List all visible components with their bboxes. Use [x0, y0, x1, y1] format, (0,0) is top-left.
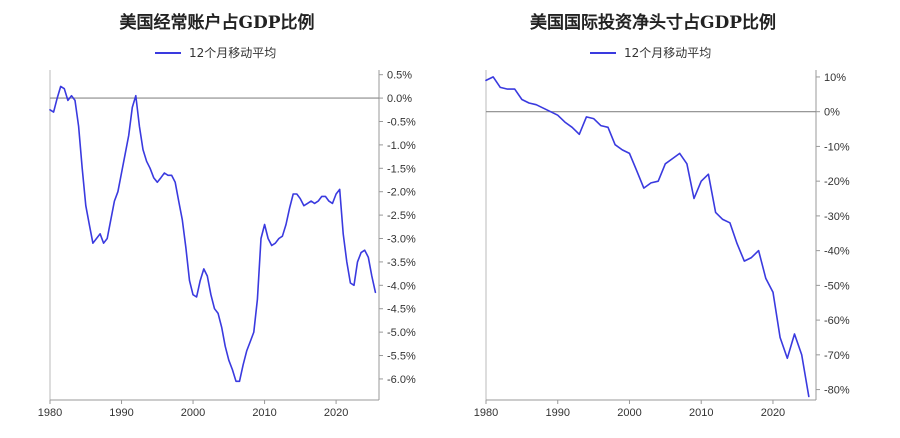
- legend-label: 12个月移动平均: [189, 46, 277, 60]
- x-tick-label: 2010: [252, 407, 276, 419]
- legend-swatch: [590, 51, 616, 54]
- chart-title-current-account: 美国经常账户占GDP比例: [119, 13, 315, 33]
- y-tick-label: -5.0%: [387, 327, 416, 339]
- y-tick-label: -2.0%: [387, 187, 416, 199]
- x-tick-label: 2020: [761, 407, 785, 419]
- y-tick-label: -50%: [824, 280, 850, 292]
- y-tick-label: -5.5%: [387, 351, 416, 363]
- y-tick-label: -3.0%: [387, 234, 416, 246]
- y-tick-label: 0.0%: [387, 93, 412, 105]
- y-tick-label: -10%: [824, 141, 850, 153]
- x-tick-label: 1980: [474, 407, 498, 419]
- y-tick-label: -70%: [824, 350, 850, 362]
- y-tick-label: 0.5%: [387, 70, 412, 82]
- x-tick-label: 2000: [617, 407, 641, 419]
- y-tick-label: 10%: [824, 72, 846, 84]
- x-tick-label: 1990: [109, 407, 133, 419]
- y-tick-label: -0.5%: [387, 116, 416, 128]
- y-tick-label: -30%: [824, 211, 850, 223]
- x-tick-label: 1980: [38, 407, 62, 419]
- y-tick-label: -1.0%: [387, 140, 416, 152]
- y-tick-label: -1.5%: [387, 163, 416, 175]
- y-tick-label: -80%: [824, 385, 850, 397]
- y-tick-label: -4.0%: [387, 280, 416, 292]
- legend-niip: 12个月移动平均: [590, 44, 711, 61]
- y-tick-label: 0%: [824, 107, 840, 119]
- chart-title-niip: 美国国际投资净头寸占GDP比例: [529, 13, 777, 33]
- y-tick-label: -20%: [824, 176, 850, 188]
- y-tick-label: -6.0%: [387, 374, 416, 386]
- y-tick-label: -40%: [824, 246, 850, 258]
- x-tick-label: 2000: [181, 407, 205, 419]
- x-tick-label: 2010: [689, 407, 713, 419]
- y-tick-label: -60%: [824, 315, 850, 327]
- series-line: [49, 85, 377, 383]
- x-tick-label: 2020: [324, 407, 348, 419]
- y-tick-label: -2.5%: [387, 210, 416, 222]
- y-tick-label: -4.5%: [387, 304, 416, 316]
- series-line: [485, 76, 810, 398]
- legend-current-account: 12个月移动平均: [155, 44, 276, 61]
- legend-label: 12个月移动平均: [624, 46, 712, 60]
- y-tick-label: -3.5%: [387, 257, 416, 269]
- legend-swatch: [155, 51, 181, 54]
- x-tick-label: 1990: [545, 407, 569, 419]
